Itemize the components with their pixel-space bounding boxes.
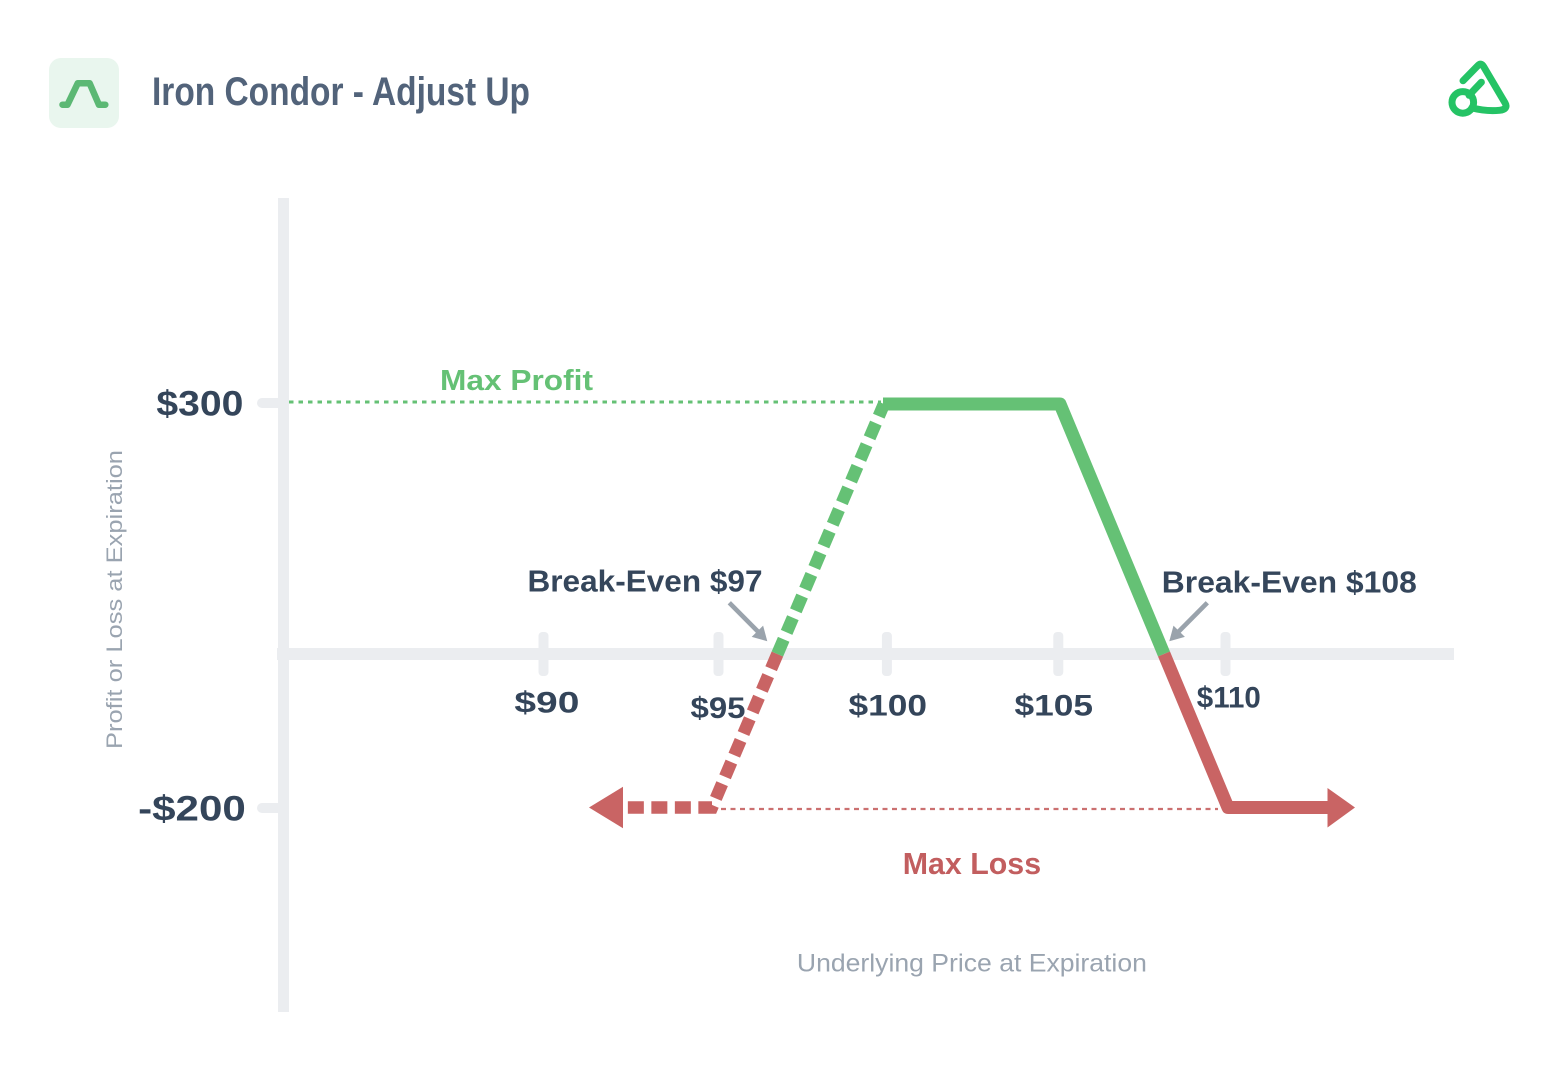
svg-text:$90: $90: [514, 687, 579, 720]
svg-text:Break-Even $97: Break-Even $97: [528, 564, 763, 599]
svg-text:-$200: -$200: [138, 789, 246, 828]
svg-text:Iron Condor - Adjust Up: Iron Condor - Adjust Up: [152, 70, 530, 114]
svg-text:$300: $300: [156, 385, 243, 424]
svg-text:Break-Even $108: Break-Even $108: [1162, 565, 1417, 600]
svg-text:$110: $110: [1197, 682, 1261, 715]
svg-text:$105: $105: [1015, 690, 1094, 723]
svg-text:Underlying Price at Expiration: Underlying Price at Expiration: [797, 950, 1147, 978]
svg-text:Profit or Loss at Expiration: Profit or Loss at Expiration: [102, 450, 127, 749]
svg-text:$100: $100: [849, 690, 928, 723]
svg-text:Max Profit: Max Profit: [440, 365, 593, 397]
svg-text:Max Loss: Max Loss: [903, 846, 1041, 881]
svg-text:$95: $95: [691, 692, 746, 725]
